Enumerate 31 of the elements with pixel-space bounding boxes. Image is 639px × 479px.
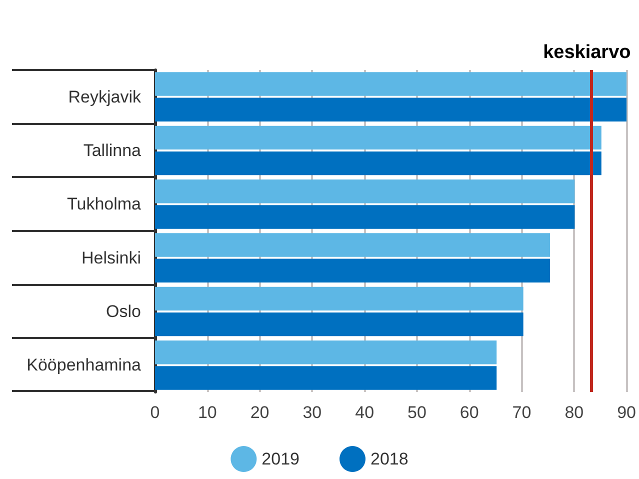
y-tick-label: Oslo — [106, 302, 141, 321]
bar — [155, 258, 550, 283]
y-tick-label: Tukholma — [66, 194, 142, 214]
ref-line-label: keskiarvo — [543, 42, 631, 63]
x-tick-label: 40 — [355, 403, 374, 422]
x-tick-label: 10 — [198, 403, 217, 422]
x-tick-label: 70 — [512, 403, 532, 422]
bar — [155, 340, 497, 364]
y-tick-label: Tallinna — [83, 141, 142, 160]
y-tick-label: Helsinki — [81, 248, 141, 268]
bar — [155, 233, 550, 257]
x-tick-label: 0 — [150, 403, 160, 422]
bar — [155, 286, 524, 311]
x-tick-label: 50 — [408, 403, 426, 422]
y-tick-label: Kööpenhamina — [26, 356, 142, 375]
x-tick-label: 20 — [250, 403, 270, 422]
legend-label: 2019 — [262, 450, 300, 468]
bar — [155, 312, 524, 336]
bar — [155, 366, 497, 390]
bar — [155, 126, 602, 150]
bar — [155, 205, 575, 229]
x-tick-label: 80 — [564, 403, 584, 422]
bar — [155, 179, 575, 204]
bar — [155, 151, 602, 176]
bar — [155, 72, 627, 96]
bar — [155, 98, 627, 122]
legend-label: 2018 — [370, 450, 408, 468]
x-tick-label: 90 — [617, 403, 636, 422]
y-tick-label: Reykjavik — [68, 87, 142, 106]
x-tick-label: 60 — [460, 403, 479, 422]
x-tick-label: 30 — [302, 403, 322, 422]
